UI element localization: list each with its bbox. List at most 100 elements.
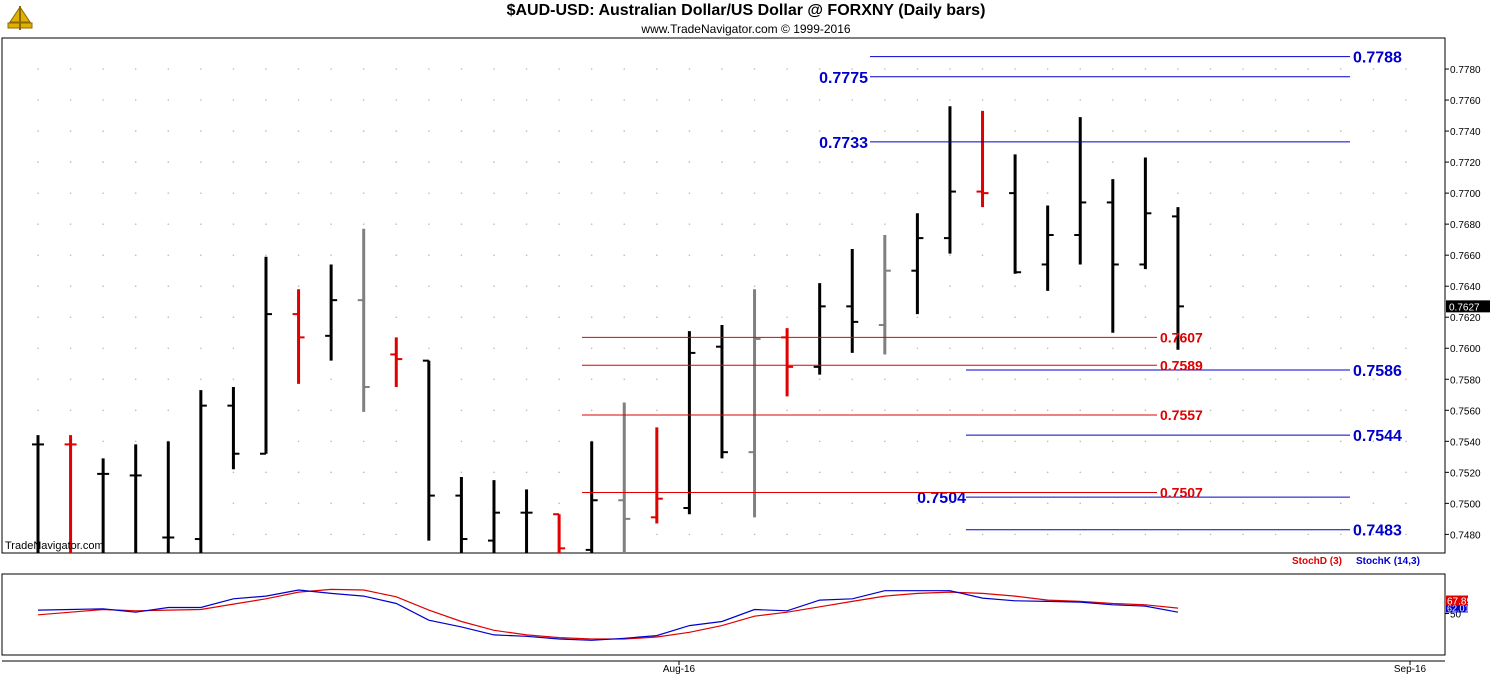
grid-dot	[493, 130, 495, 132]
grid-dot	[753, 68, 756, 70]
grid-dot	[1014, 130, 1016, 132]
grid-dot	[981, 502, 984, 505]
grid-dot	[1014, 533, 1016, 536]
grid-dot	[1177, 471, 1179, 474]
grid-dot	[1079, 378, 1082, 381]
grid-dot	[1242, 502, 1244, 505]
grid-dot	[721, 285, 723, 287]
grid-dot	[330, 471, 332, 474]
grid-dot	[232, 471, 235, 474]
grid-dot	[1242, 409, 1244, 412]
blue-level-label: 0.7504	[917, 490, 966, 507]
grid-dot	[1209, 285, 1212, 287]
grid-dot	[656, 378, 658, 381]
grid-dot	[949, 409, 951, 412]
grid-dot	[1112, 99, 1114, 101]
grid-dot	[981, 440, 984, 443]
grid-dot	[362, 533, 365, 536]
grid-dot	[1046, 161, 1049, 163]
grid-dot	[395, 254, 398, 256]
grid-dot	[558, 223, 560, 225]
grid-dot	[851, 533, 854, 536]
grid-dot	[1307, 533, 1310, 536]
grid-dot	[525, 99, 528, 101]
grid-dot	[1177, 161, 1179, 163]
grid-dot	[753, 223, 756, 225]
grid-dot	[916, 161, 919, 163]
grid-dot	[1014, 316, 1016, 319]
grid-dot	[558, 409, 560, 412]
grid-dot	[656, 223, 658, 225]
grid-dot	[167, 161, 170, 163]
grid-dot	[656, 316, 658, 319]
grid-dot	[1372, 68, 1375, 70]
grid-dot	[590, 223, 593, 225]
grid-dot	[460, 254, 463, 256]
grid-dot	[1242, 316, 1244, 319]
grid-dot	[884, 409, 886, 412]
y-tick-label: 0.7520	[1450, 468, 1481, 479]
grid-dot	[134, 223, 137, 225]
grid-dot	[1274, 254, 1277, 256]
grid-dot	[721, 316, 723, 319]
grid-dot	[525, 347, 528, 350]
grid-dot	[1079, 316, 1082, 319]
grid-dot	[362, 192, 365, 194]
grid-dot	[167, 316, 170, 319]
grid-dot	[688, 161, 691, 163]
grid-dot	[1014, 440, 1016, 443]
grid-dot	[851, 130, 854, 132]
red-level-label: 0.7557	[1160, 407, 1203, 423]
grid-dot	[1242, 533, 1244, 536]
grid-dot	[916, 99, 919, 101]
grid-dot	[949, 68, 951, 70]
grid-dot	[493, 471, 495, 474]
grid-dot	[102, 192, 104, 194]
grid-dot	[721, 161, 723, 163]
grid-dot	[1372, 347, 1375, 350]
grid-dot	[1144, 378, 1147, 381]
grid-dot	[1144, 533, 1147, 536]
grid-dot	[134, 347, 137, 350]
chart-subtitle: www.TradeNavigator.com © 1999-2016	[641, 22, 851, 36]
grid-dot	[1209, 533, 1212, 536]
grid-dot	[362, 440, 365, 443]
grid-dot	[200, 378, 202, 381]
grid-dot	[656, 130, 658, 132]
grid-dot	[102, 161, 104, 163]
grid-dot	[818, 440, 821, 443]
grid-dot	[330, 161, 332, 163]
grid-dot	[884, 161, 886, 163]
grid-dot	[1307, 99, 1310, 101]
grid-dot	[1340, 440, 1342, 443]
grid-dot	[916, 471, 919, 474]
grid-dot	[590, 409, 593, 412]
grid-dot	[721, 502, 723, 505]
grid-dot	[167, 254, 170, 256]
grid-dot	[69, 68, 72, 70]
grid-dot	[362, 161, 365, 163]
grid-dot	[167, 99, 170, 101]
grid-dot	[1340, 223, 1342, 225]
grid-dot	[493, 409, 495, 412]
grid-dot	[460, 347, 463, 350]
grid-dot	[851, 502, 854, 505]
y-tick-label: 0.7780	[1450, 65, 1481, 76]
grid-dot	[1209, 471, 1212, 474]
grid-dot	[395, 161, 398, 163]
grid-dot	[134, 316, 137, 319]
grid-dot	[981, 378, 984, 381]
grid-dot	[362, 68, 365, 70]
grid-dot	[460, 440, 463, 443]
grid-dot	[200, 68, 202, 70]
grid-dot	[981, 533, 984, 536]
grid-dot	[818, 192, 821, 194]
grid-dot	[330, 130, 332, 132]
stoch-line	[37, 588, 1179, 640]
grid-dot	[525, 285, 528, 287]
grid-dot	[232, 378, 235, 381]
grid-dot	[1144, 440, 1147, 443]
last-price-box	[1446, 300, 1490, 313]
grid-dot	[1340, 161, 1342, 163]
grid-dot	[362, 502, 365, 505]
